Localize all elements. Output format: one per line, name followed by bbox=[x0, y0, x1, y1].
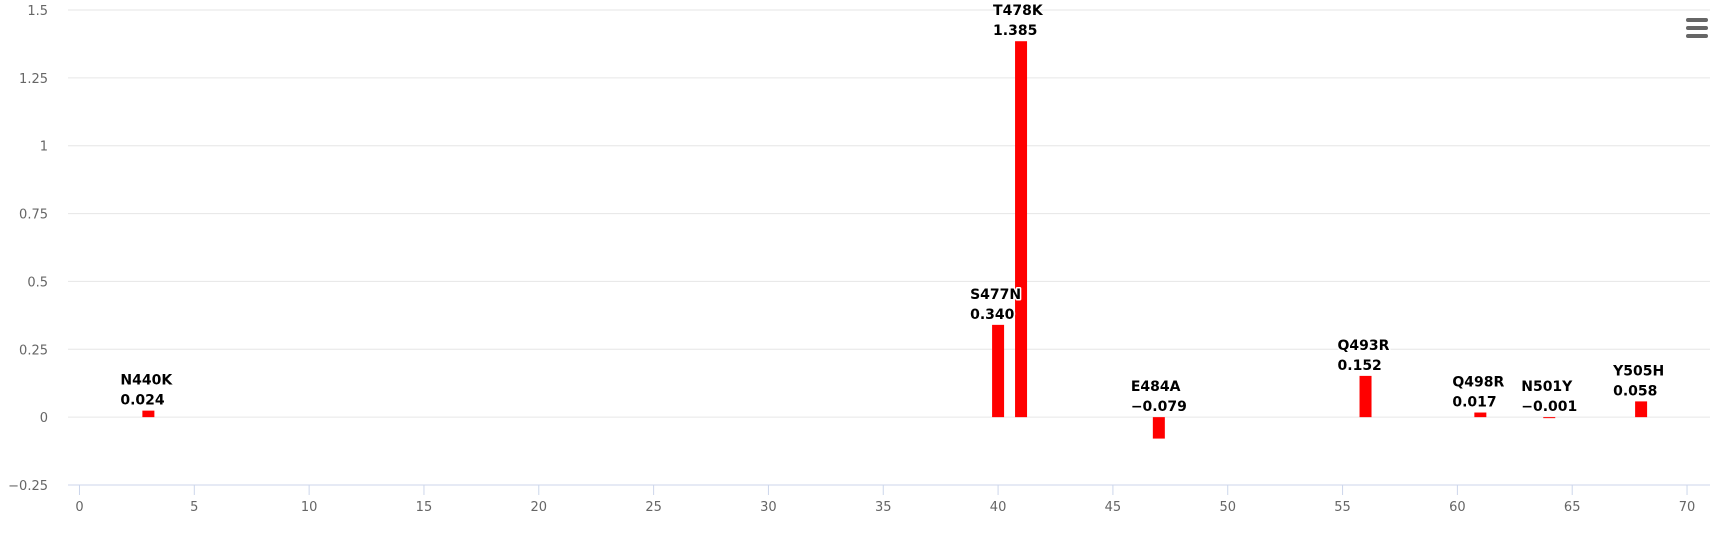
data-label-value: 0.024 bbox=[120, 393, 165, 409]
data-label-name: Y505H bbox=[1612, 363, 1664, 379]
x-tick-label: 30 bbox=[760, 500, 777, 515]
y-tick-label: 0.25 bbox=[19, 343, 48, 358]
y-tick-label: −0.25 bbox=[8, 479, 48, 494]
y-tick-label: 0.75 bbox=[19, 208, 48, 223]
bar[interactable] bbox=[1543, 417, 1556, 419]
x-tick-label: 55 bbox=[1334, 500, 1351, 515]
data-label-value: −0.079 bbox=[1131, 399, 1187, 415]
x-tick-label: 35 bbox=[875, 500, 892, 515]
y-tick-label: 0.5 bbox=[27, 275, 48, 290]
data-label-name: Q498R bbox=[1452, 375, 1504, 391]
x-tick-label: 45 bbox=[1105, 500, 1122, 515]
bar[interactable] bbox=[992, 324, 1005, 418]
data-label-name: N440K bbox=[120, 373, 173, 389]
data-label-value: 0.152 bbox=[1338, 358, 1382, 374]
x-tick-label: 10 bbox=[301, 500, 318, 515]
y-tick-label: 0 bbox=[40, 411, 48, 426]
x-tick-label: 20 bbox=[531, 500, 548, 515]
data-label-value: 0.017 bbox=[1452, 395, 1496, 411]
x-tick-label: 50 bbox=[1219, 500, 1236, 515]
bar[interactable] bbox=[1635, 401, 1648, 418]
data-label-value: 0.058 bbox=[1613, 383, 1657, 399]
x-tick-label: 65 bbox=[1564, 500, 1581, 515]
data-label-name: T478K bbox=[993, 3, 1044, 19]
data-label-name: S477N bbox=[970, 287, 1021, 303]
x-tick-label: 70 bbox=[1679, 500, 1696, 515]
y-tick-label: 1 bbox=[40, 140, 48, 155]
y-axis: −0.25 0 0.25 0.5 0.75 1 1.25 1.5 bbox=[8, 4, 48, 494]
data-label-value: 0.340 bbox=[970, 307, 1015, 323]
data-labels: N440K 0.024 S477N 0.340 T478K 1.385 E484A −0.07… bbox=[119, 2, 1666, 417]
x-tick-label: 25 bbox=[645, 500, 662, 515]
x-tick-label: 15 bbox=[416, 500, 433, 515]
x-tick-label: 60 bbox=[1449, 500, 1466, 515]
bar[interactable] bbox=[1359, 375, 1372, 418]
data-label-name: E484A bbox=[1131, 379, 1181, 395]
y-grid-lines bbox=[68, 9, 1710, 418]
x-tick-label: 0 bbox=[75, 500, 83, 515]
bar[interactable] bbox=[1474, 412, 1487, 418]
bar[interactable] bbox=[142, 410, 155, 418]
data-label-value: −0.001 bbox=[1521, 399, 1577, 415]
hamburger-menu-icon bbox=[1680, 18, 1714, 38]
bar[interactable] bbox=[1152, 417, 1165, 439]
data-label-name: N501Y bbox=[1521, 379, 1573, 395]
x-axis: 0 5 10 15 20 25 30 35 40 45 50 55 60 65 70 bbox=[68, 484, 1710, 515]
y-tick-label: 1.5 bbox=[27, 4, 48, 19]
bar[interactable] bbox=[1015, 41, 1028, 418]
y-tick-label: 1.25 bbox=[19, 72, 48, 87]
data-label-name: Q493R bbox=[1338, 338, 1390, 354]
x-tick-label: 5 bbox=[190, 500, 198, 515]
data-label-value: 1.385 bbox=[993, 23, 1037, 39]
chart-menu-button[interactable] bbox=[1680, 14, 1714, 44]
x-tick-label: 40 bbox=[990, 500, 1007, 515]
bars bbox=[142, 41, 1648, 439]
